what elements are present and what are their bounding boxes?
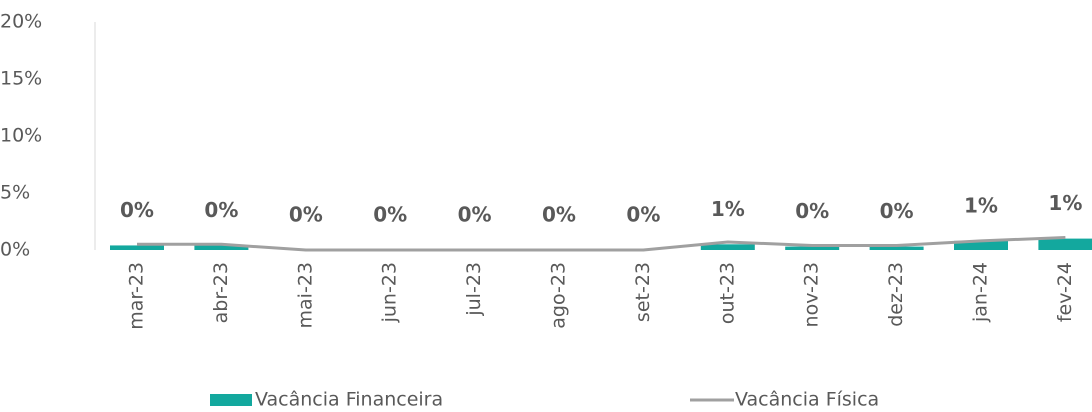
x-tick-label: mar-23 [126, 262, 148, 330]
x-tick-label: abr-23 [210, 262, 232, 323]
data-label: 0% [626, 203, 660, 227]
line [137, 235, 1066, 252]
x-tick-label: ago-23 [548, 262, 570, 329]
legend-swatch [210, 394, 252, 406]
bar [954, 240, 1008, 250]
data-label: 1% [711, 197, 745, 221]
bar [194, 245, 249, 250]
x-tick-label: nov-23 [801, 262, 823, 327]
bar [1038, 238, 1092, 250]
y-tick-label: 15% [0, 68, 42, 90]
y-tick-label: 20% [0, 11, 42, 33]
bar [110, 245, 164, 250]
data-label: 0% [542, 203, 576, 227]
x-tick-label: mai-23 [294, 262, 316, 328]
data-label: 0% [795, 199, 829, 223]
data-label: 0% [204, 198, 238, 222]
y-tick-label: 10% [0, 125, 42, 147]
data-label: 0% [289, 203, 323, 227]
x-tick-label: out-23 [716, 262, 738, 324]
data-label: 0% [373, 203, 407, 227]
data-label: 0% [880, 199, 914, 223]
data-label: 0% [458, 203, 492, 227]
legend-label: Vacância Financeira [255, 389, 443, 411]
bar [869, 246, 924, 250]
x-tick-label: fev-24 [1054, 262, 1076, 322]
x-tick-label: set-23 [632, 262, 654, 322]
data-label: 1% [1048, 191, 1082, 215]
y-tick-label: 0% [0, 239, 30, 261]
data-label: 0% [120, 198, 154, 222]
x-tick-label: dez-23 [885, 262, 907, 327]
data-label: 1% [964, 193, 998, 217]
bar [785, 246, 840, 250]
legend-label: Vacância Física [735, 389, 879, 411]
y-tick-label: 5% [0, 182, 30, 204]
x-tick-label: jul-23 [463, 262, 485, 317]
x-tick-label: jan-24 [970, 262, 992, 323]
bar [700, 244, 755, 250]
x-tick-label: jun-23 [379, 262, 401, 323]
